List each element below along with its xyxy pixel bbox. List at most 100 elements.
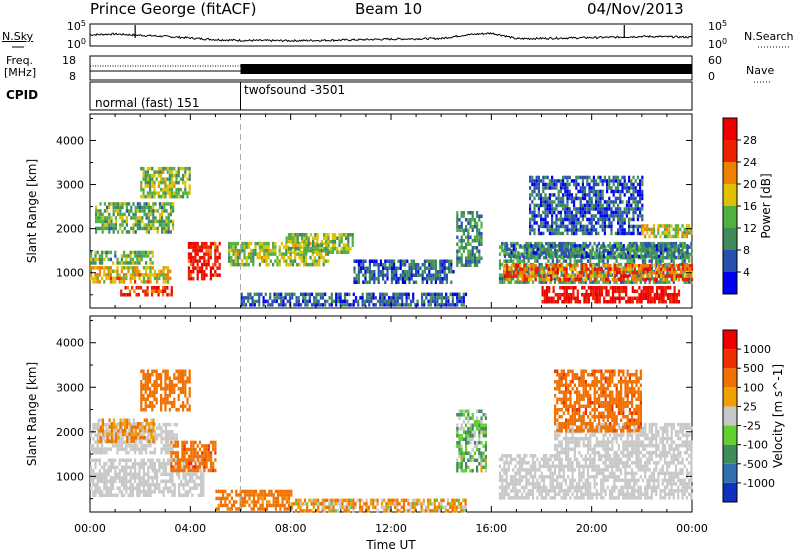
velocity-cell [130, 439, 133, 443]
power-cell [304, 303, 307, 307]
power-cell [622, 267, 625, 271]
power-cell [573, 207, 576, 211]
power-cell [401, 270, 404, 274]
power-cell [324, 259, 327, 263]
power-cell [218, 266, 221, 270]
velocity-cell [200, 486, 203, 490]
power-cell [445, 266, 448, 270]
velocity-cell [180, 479, 183, 483]
power-cell [456, 214, 459, 218]
power-cell [164, 166, 167, 171]
power-cell [589, 270, 592, 275]
power-cell [520, 245, 524, 249]
power-cell [633, 247, 636, 252]
power-cell [570, 300, 573, 304]
power-cell [552, 286, 555, 290]
power-cell [298, 233, 301, 237]
power-cell [125, 223, 128, 227]
velocity-cell [94, 440, 97, 444]
power-cell [366, 266, 369, 270]
power-cell [456, 292, 459, 297]
power-cell [164, 180, 167, 185]
velocity-cell [121, 418, 124, 422]
power-cell [596, 267, 599, 271]
power-cell [163, 226, 166, 231]
power-cell [123, 273, 126, 277]
power-cell [95, 230, 98, 234]
power-cell [434, 296, 437, 300]
power-cell [118, 280, 121, 284]
power-cell [458, 218, 461, 222]
power-cell [605, 286, 608, 290]
velocity-cell [98, 486, 101, 490]
power-cell [559, 189, 562, 194]
power-cell [628, 179, 631, 183]
power-cell [353, 270, 356, 274]
power-cell [379, 292, 382, 297]
power-cell [584, 189, 587, 194]
power-cell [329, 240, 332, 244]
velocity-cell [145, 447, 148, 451]
power-cell [401, 280, 404, 284]
power-cell [309, 262, 312, 267]
power-cell [668, 241, 671, 246]
velocity-cell [132, 422, 135, 426]
power-cell [285, 245, 288, 249]
power-cell [166, 191, 169, 195]
power-cell [566, 217, 569, 222]
power-cell [587, 267, 590, 271]
power-cell [265, 262, 268, 267]
velocity-cell [92, 476, 95, 480]
power-cell [659, 241, 662, 246]
power-cell [182, 194, 185, 199]
power-cell [575, 186, 578, 190]
power-cell [198, 245, 201, 249]
power-cell [590, 186, 593, 190]
power-cell [125, 254, 128, 258]
power-cell [498, 259, 502, 263]
velocity-cell [147, 433, 150, 437]
power-cell [282, 296, 285, 300]
power-cell [551, 203, 554, 208]
power-cell [308, 296, 311, 300]
velocity-cell [153, 469, 156, 473]
velocity-cell [200, 469, 203, 473]
velocity-cell [166, 394, 169, 398]
power-cell [545, 263, 548, 268]
power-cell [684, 267, 687, 271]
power-cell [608, 214, 611, 218]
power-cell [371, 270, 374, 274]
power-cell [617, 214, 620, 218]
power-cell [685, 227, 688, 232]
power-cell [146, 184, 149, 188]
power-cell [554, 251, 557, 255]
power-cell [428, 266, 431, 270]
power-cell [149, 273, 152, 277]
velocity-cell [98, 447, 101, 451]
power-cell [577, 210, 580, 215]
power-cell [674, 255, 678, 260]
power-cell [280, 303, 283, 307]
power-cell [359, 296, 362, 300]
velocity-cell [144, 383, 147, 387]
power-cell [577, 207, 580, 211]
power-cell [579, 224, 582, 229]
power-cell [99, 209, 102, 213]
velocity-cell [173, 383, 176, 387]
power-cell [160, 166, 163, 171]
power-cell [153, 276, 156, 281]
velocity-cell [120, 483, 123, 487]
power-cell [294, 233, 297, 237]
velocity-cell [114, 429, 117, 434]
power-cell [617, 228, 620, 232]
velocity-cell [140, 440, 143, 444]
velocity-cell [171, 404, 174, 408]
power-cell [107, 257, 110, 262]
power-cell [641, 193, 644, 197]
velocity-cell [149, 483, 152, 487]
power-cell [564, 224, 567, 229]
power-cell [507, 252, 510, 256]
power-cell [597, 210, 600, 215]
power-cell [681, 231, 684, 235]
cpid-frame [89, 81, 693, 111]
